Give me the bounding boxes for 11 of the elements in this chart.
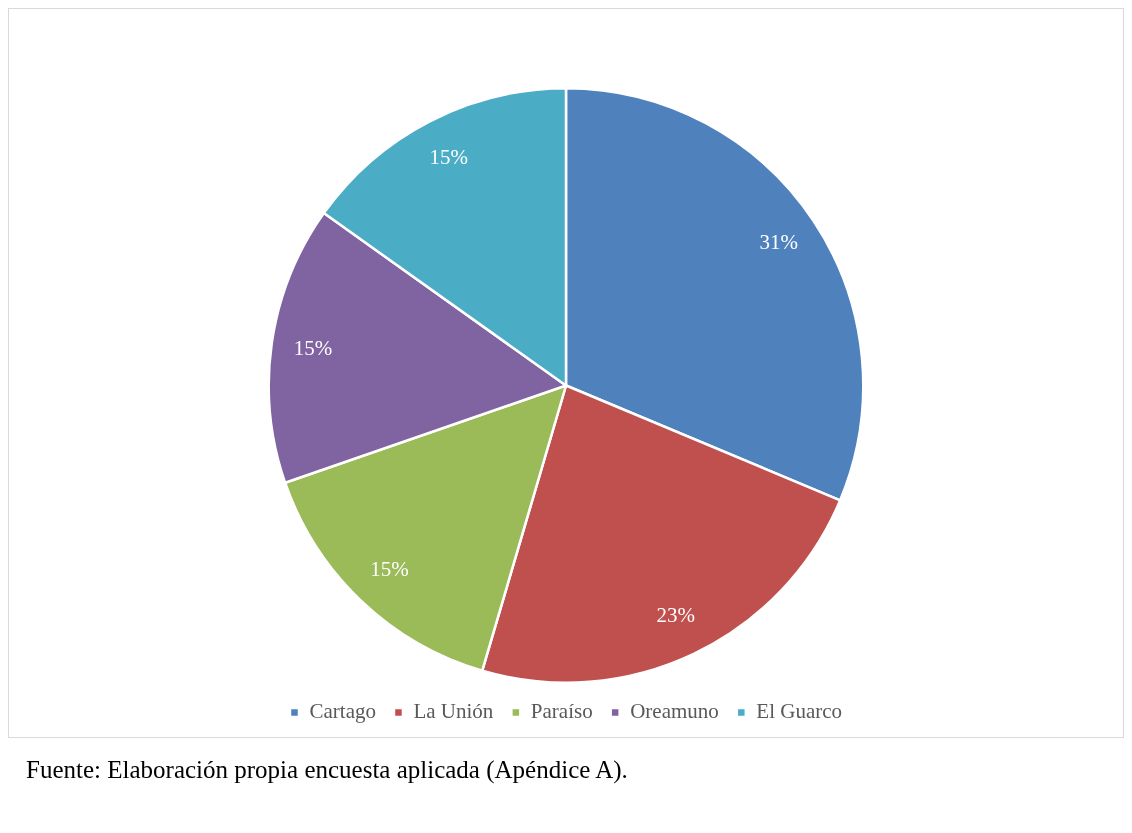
data-label: 15% — [370, 557, 409, 582]
legend-label: La Unión — [413, 699, 494, 724]
legend-label: Cartago — [309, 699, 376, 724]
legend-label: Paraíso — [530, 699, 593, 724]
data-label: 15% — [293, 335, 333, 360]
source-note: Fuente: Elaboración propia encuesta aplicada (Apéndice A). — [26, 756, 629, 784]
data-label: 31% — [759, 230, 799, 255]
data-label: 23% — [656, 602, 696, 627]
data-label: 15% — [429, 144, 469, 169]
legend-label: Oreamuno — [630, 699, 719, 724]
legend-label: El Guarco — [756, 699, 843, 724]
